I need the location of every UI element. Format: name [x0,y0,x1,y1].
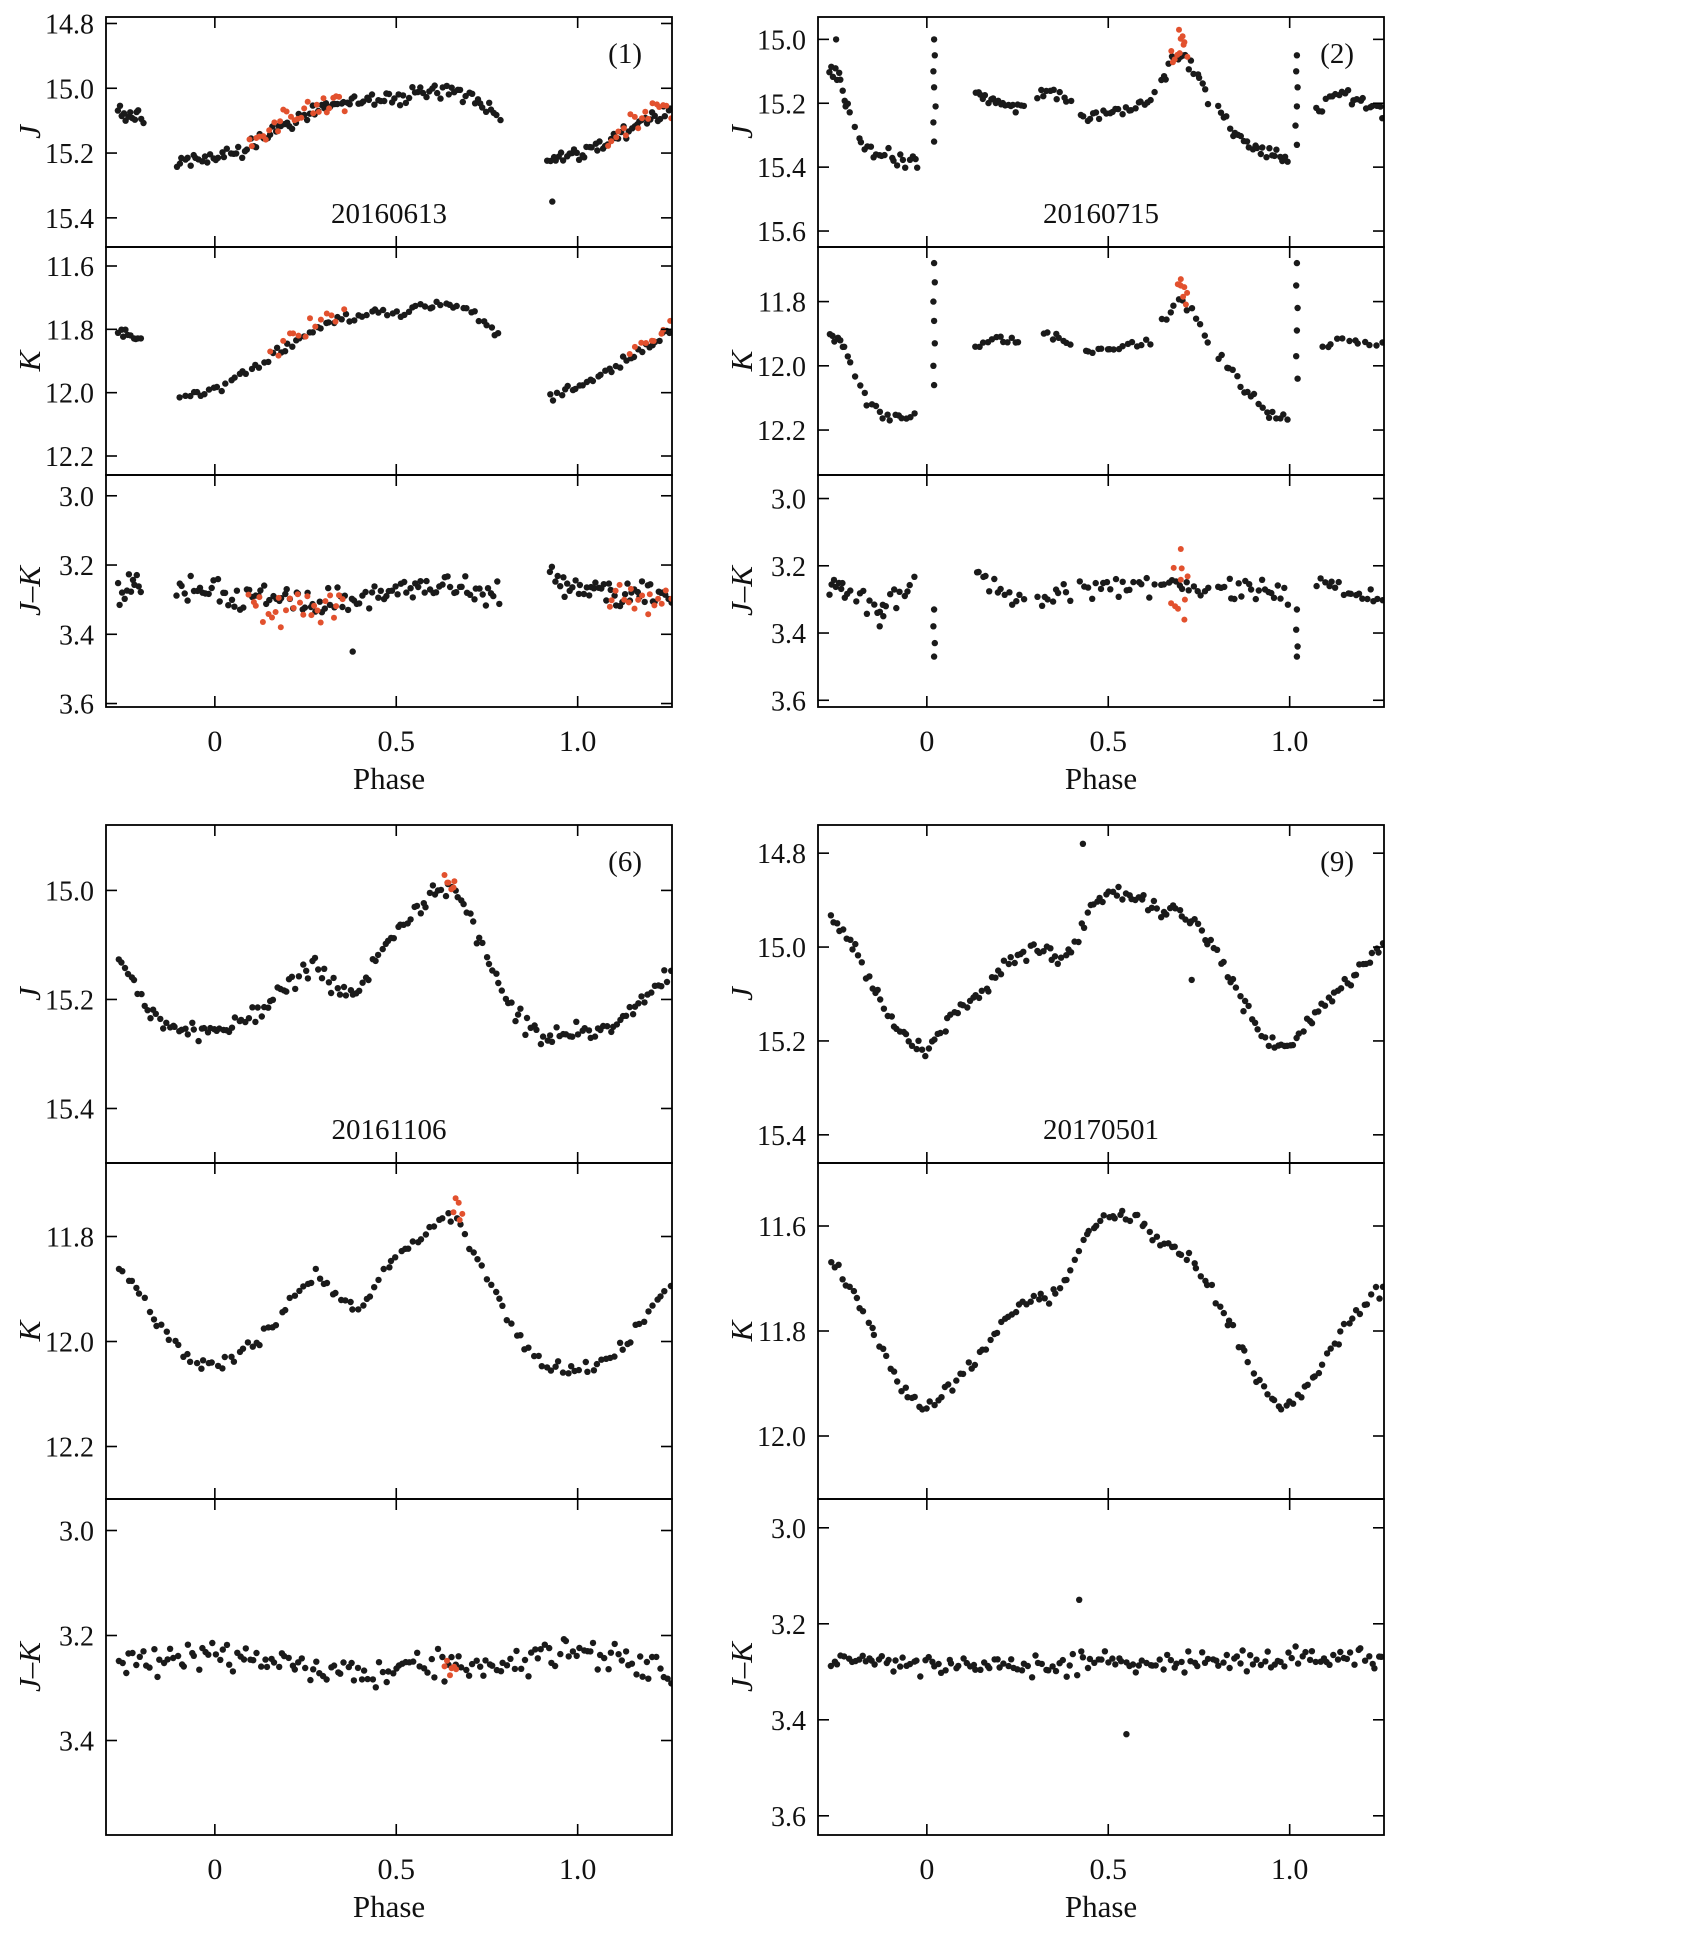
y-tick-label: 3.4 [771,1706,806,1737]
y-tick-label: 15.4 [45,1094,94,1125]
y-tick-label: 3.4 [771,619,806,650]
y-tick-label: 14.8 [45,9,94,40]
x-tick-label: 0 [919,725,934,758]
x-tick-label: 0.5 [378,725,416,758]
y-tick-label: 15.0 [757,933,806,964]
panel-1-chart: 14.8 15.0 15.2 15.4 J 20160613 (1) 11.6 11.8 12.0… [12,9,673,795]
y-tick-label: 15.2 [757,1027,806,1058]
panel-6-chart: 15.0 15.2 15.4 J 20161106 (6) 11.8 12.0 12.2 K 3.0… [12,824,673,1924]
y-tick-label: 12.0 [45,379,94,410]
x-tick-label: 0.5 [1090,725,1128,758]
y-axis-label: J [12,986,47,1001]
y-tick-label: 3.0 [771,1514,806,1545]
x-tick-label: 1.0 [1271,1853,1309,1886]
y-tick-label: 12.2 [45,442,94,473]
y-axis-label: J [724,124,759,139]
y-tick-label: 15.2 [757,89,806,120]
y-tick-label: 15.6 [757,217,806,248]
x-axis-label: Phase [353,1889,425,1924]
x-axis-label: Phase [353,761,425,795]
panel-9-chart: 14.8 15.0 15.2 15.4 J 20170501 (9) 11.6 11.8 12.0… [724,824,1385,1924]
epoch-date-label: 20170501 [1043,1114,1159,1146]
x-tick-label: 0 [207,1853,222,1886]
y-tick-label: 14.8 [757,839,806,870]
y-tick-label: 12.0 [757,352,806,383]
y-tick-label: 15.2 [45,139,94,170]
y-axis-label: K [12,348,47,372]
panel-number-label: (1) [608,38,642,70]
y-axis-label: K [12,1318,47,1342]
y-axis-label: J [12,124,47,139]
y-axis-label: J [724,986,759,1001]
y-axis-label: J–K [724,564,759,616]
y-tick-label: 15.4 [45,204,94,235]
y-tick-label: 15.2 [45,985,94,1016]
y-tick-label: 12.0 [757,1422,806,1453]
x-tick-label: 1.0 [1271,725,1309,758]
y-tick-label: 11.8 [46,1223,94,1254]
epoch-date-label: 20161106 [332,1114,447,1146]
y-axis-label: J–K [724,1640,759,1692]
panel-2-chart: 15.0 15.2 15.4 15.6 J 20160715 (2) 11.8 12.0 12.2… [724,16,1385,795]
epoch-date-label: 20160613 [331,198,447,230]
y-tick-label: 3.2 [59,1622,94,1653]
y-tick-label: 3.4 [59,620,94,651]
x-tick-label: 0.5 [1090,1853,1128,1886]
x-axis-label: Phase [1065,761,1137,795]
y-tick-label: 3.0 [59,1517,94,1548]
x-tick-label: 1.0 [559,1853,597,1886]
epoch-date-label: 20160715 [1043,198,1159,230]
y-tick-label: 15.0 [45,876,94,907]
y-tick-label: 15.4 [757,153,806,184]
y-tick-label: 3.6 [59,690,94,721]
y-tick-label: 12.2 [757,416,806,447]
y-tick-label: 3.2 [59,551,94,582]
y-tick-label: 15.0 [45,74,94,105]
y-tick-label: 3.6 [771,686,806,717]
y-tick-label: 3.4 [59,1727,94,1758]
y-tick-label: 11.8 [46,315,94,346]
y-tick-label: 11.6 [758,1212,806,1243]
y-tick-label: 15.4 [757,1121,806,1152]
y-axis-label: K [724,348,759,372]
x-axis-label: Phase [1065,1889,1137,1924]
y-axis-label: J–K [12,1640,47,1692]
y-tick-label: 3.2 [771,552,806,583]
y-axis-label: K [724,1318,759,1342]
panel-number-label: (6) [608,846,642,878]
y-tick-label: 11.8 [758,288,806,319]
y-tick-label: 11.6 [46,252,94,283]
y-tick-label: 11.8 [758,1317,806,1348]
y-tick-label: 3.2 [771,1610,806,1641]
y-axis-label: J–K [12,564,47,616]
y-tick-label: 3.0 [771,485,806,516]
panel-number-label: (9) [1320,846,1354,878]
panel-number-label: (2) [1320,38,1354,70]
x-tick-label: 0.5 [378,1853,416,1886]
y-tick-label: 12.2 [45,1433,94,1464]
y-tick-label: 3.0 [59,482,94,513]
x-tick-label: 0 [919,1853,934,1886]
x-tick-label: 0 [207,725,222,758]
y-tick-label: 3.6 [771,1802,806,1833]
y-tick-label: 12.0 [45,1328,94,1359]
x-tick-label: 1.0 [559,725,597,758]
y-tick-label: 15.0 [757,25,806,56]
